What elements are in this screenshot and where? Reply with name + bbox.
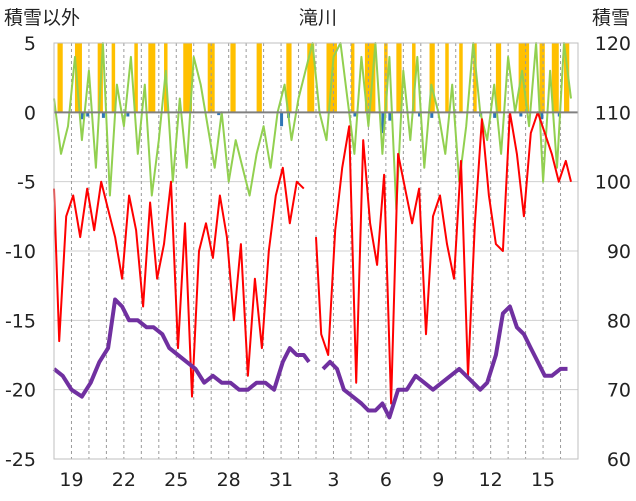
sunshine-bar-18	[412, 43, 416, 113]
right-tick-label: 110	[595, 102, 631, 124]
temperature-line	[53, 111, 572, 405]
sunshine-bar-7	[183, 43, 192, 113]
precip-bar-10	[418, 112, 422, 117]
left-tick-label: -10	[5, 241, 36, 263]
right-tick-label: 60	[607, 449, 631, 471]
precip-bar-11	[430, 112, 434, 118]
sunshine-bar-22	[473, 43, 477, 113]
sunshine-bar-11	[286, 43, 292, 113]
sunshine-bar-9	[230, 43, 236, 113]
gridlines	[54, 43, 578, 459]
snow_depth-line	[52, 297, 568, 420]
left-tick-label: -15	[5, 310, 36, 332]
left-tick-label: -25	[5, 449, 36, 471]
precip-bar-2	[101, 112, 105, 118]
precip-bar-15	[540, 112, 544, 120]
sunshine-bar-15	[364, 43, 376, 113]
x-tick-label: 19	[59, 469, 83, 491]
left-tick-label: 0	[24, 102, 36, 124]
right-tick-label: 90	[607, 241, 631, 263]
right-axis-label: 積雪	[592, 7, 630, 29]
sunshine-bar-19	[429, 43, 435, 113]
precip-bar-1	[86, 112, 90, 117]
right-tick-label: 100	[595, 172, 631, 194]
axes: 5 0 -5 -10 -15 -20 -25 120 110 100 90 80 70 60 19 22 25 2…	[5, 33, 631, 491]
x-tick-label: 12	[479, 469, 503, 491]
x-tick-label: 28	[217, 469, 241, 491]
sunshine-bar-3	[111, 43, 116, 113]
sunshine-bar-10	[256, 43, 262, 113]
sunshine-bar-8	[207, 43, 215, 113]
precip-bar-3	[126, 112, 130, 117]
x-tick-label: 22	[112, 469, 136, 491]
sunshine-bar-14	[350, 43, 355, 113]
precip-bar-13	[493, 112, 497, 118]
sunshine-bar-16	[384, 43, 388, 113]
x-tick-label: 15	[531, 469, 555, 491]
sunshine-bar-0	[57, 43, 63, 113]
sunshine-bar-25	[539, 43, 545, 113]
sunshine-bar-5	[148, 43, 156, 113]
x-tick-label: 31	[269, 469, 293, 491]
precip-bar-4	[217, 112, 221, 116]
sunshine-bar-12	[307, 43, 315, 113]
precip-bar-5	[280, 112, 284, 127]
x-tick-label: 3	[327, 469, 339, 491]
right-tick-label: 120	[595, 33, 631, 55]
precip-bar-9	[388, 112, 392, 121]
sunshine-bar-23	[495, 43, 502, 113]
right-tick-label: 70	[607, 380, 631, 402]
sunshine-bar-20	[445, 43, 449, 113]
sunshine-bar-4	[134, 43, 138, 113]
precip-bar-7	[353, 112, 357, 117]
precip-bar-0	[80, 112, 84, 120]
sunshine-bar-21	[459, 43, 463, 113]
plot-frame	[53, 42, 579, 460]
sunshine-bar-26	[551, 43, 559, 113]
left-tick-label: -20	[5, 380, 36, 402]
left-tick-label: -5	[17, 172, 36, 194]
sunshine-bar-27	[564, 43, 570, 113]
right-tick-label: 80	[607, 310, 631, 332]
precip-bar-14	[519, 112, 523, 117]
x-tick-label: 9	[432, 469, 444, 491]
sunshine-bar-17	[396, 43, 402, 113]
left-tick-label: 5	[24, 33, 36, 55]
chart-title: 滝川	[299, 7, 337, 29]
x-tick-label: 6	[380, 469, 392, 491]
sunshine-bar-1	[74, 43, 82, 113]
x-tick-label: 25	[164, 469, 188, 491]
precip-bar-8	[381, 112, 385, 134]
left-axis-label: 積雪以外	[4, 7, 80, 29]
